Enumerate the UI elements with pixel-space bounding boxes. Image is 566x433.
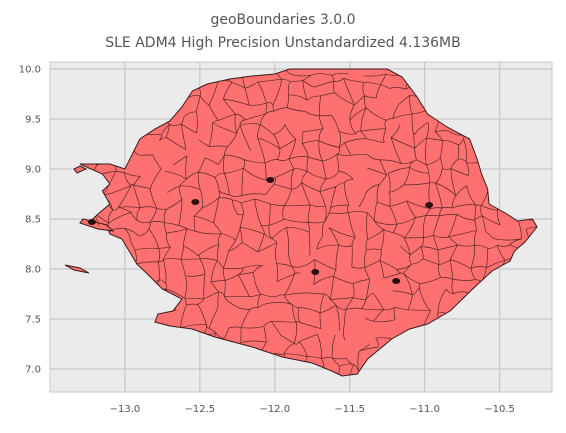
dense-area-marker bbox=[392, 278, 401, 284]
y-tick-label: 7.0 bbox=[25, 365, 41, 376]
y-tick-label: 8.0 bbox=[25, 265, 41, 276]
x-tick-label: −11.0 bbox=[409, 404, 440, 415]
y-tick-label: 9.0 bbox=[25, 165, 41, 176]
dense-area-marker bbox=[311, 269, 320, 275]
y-axis-ticks: 7.0 7.5 8.0 8.5 9.0 9.5 10.0 bbox=[19, 65, 41, 376]
x-tick-label: −10.5 bbox=[484, 404, 515, 415]
x-tick-label: −11.5 bbox=[334, 404, 365, 415]
dense-area-marker bbox=[266, 177, 275, 183]
chart-title: geoBoundaries 3.0.0 bbox=[210, 12, 356, 28]
y-tick-label: 7.5 bbox=[25, 315, 41, 326]
y-tick-label: 9.5 bbox=[25, 115, 41, 126]
island-shape bbox=[64, 264, 90, 274]
dense-area-marker bbox=[425, 202, 434, 208]
dense-area-marker bbox=[191, 199, 200, 205]
y-tick-label: 8.5 bbox=[25, 215, 41, 226]
dense-boundary-areas bbox=[87, 177, 434, 284]
chart-subtitle: SLE ADM4 High Precision Unstandardized 4… bbox=[105, 35, 461, 51]
dense-area-marker bbox=[87, 219, 96, 225]
x-tick-label: −13.0 bbox=[110, 404, 141, 415]
x-tick-label: −12.0 bbox=[259, 404, 290, 415]
x-axis-ticks: −13.0 −12.5 −12.0 −11.5 −11.0 −10.5 bbox=[110, 404, 515, 415]
island-shape bbox=[73, 165, 88, 174]
y-tick-label: 10.0 bbox=[19, 65, 41, 76]
x-tick-label: −12.5 bbox=[185, 404, 216, 415]
